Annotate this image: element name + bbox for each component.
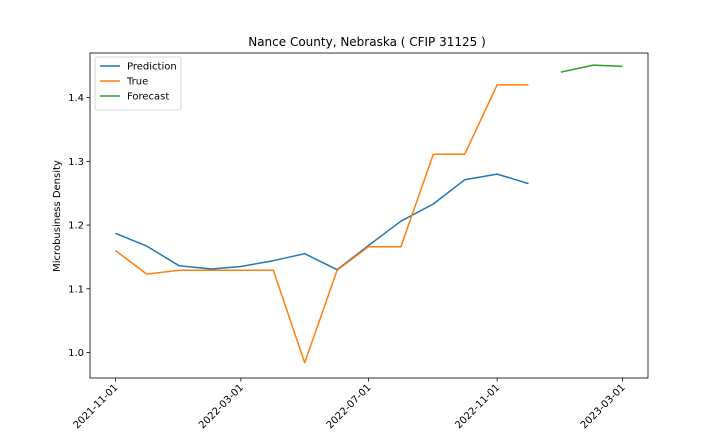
x-tick-label: 2022-03-01 — [197, 382, 246, 431]
legend-label-prediction: Prediction — [127, 62, 177, 73]
y-axis-label: Microbusiness Density — [52, 160, 63, 272]
series-line-forecast — [560, 64, 623, 73]
series-line-true — [114, 84, 529, 364]
legend: Prediction True Forecast — [94, 56, 182, 111]
y-tick-label: 1.2 — [68, 221, 84, 232]
series-line-prediction — [115, 173, 529, 271]
x-tick-label: 2022-11-01 — [453, 382, 502, 431]
y-tick-label: 1.1 — [68, 284, 84, 295]
y-tick-label: 1.0 — [68, 348, 84, 359]
series-lines — [114, 64, 623, 364]
legend-label-true: True — [126, 77, 148, 88]
x-tick-label: 2023-03-01 — [579, 382, 628, 431]
x-tick-label: 2022-07-01 — [325, 382, 374, 431]
legend-label-forecast: Forecast — [127, 92, 169, 103]
plot-frame — [89, 52, 649, 379]
x-tick-label: 2021-11-01 — [72, 382, 121, 431]
y-tick-label: 1.4 — [68, 93, 84, 104]
y-tick-label: 1.3 — [68, 157, 84, 168]
chart-title: Nance County, Nebraska ( CFIP 31125 ) — [248, 35, 486, 49]
